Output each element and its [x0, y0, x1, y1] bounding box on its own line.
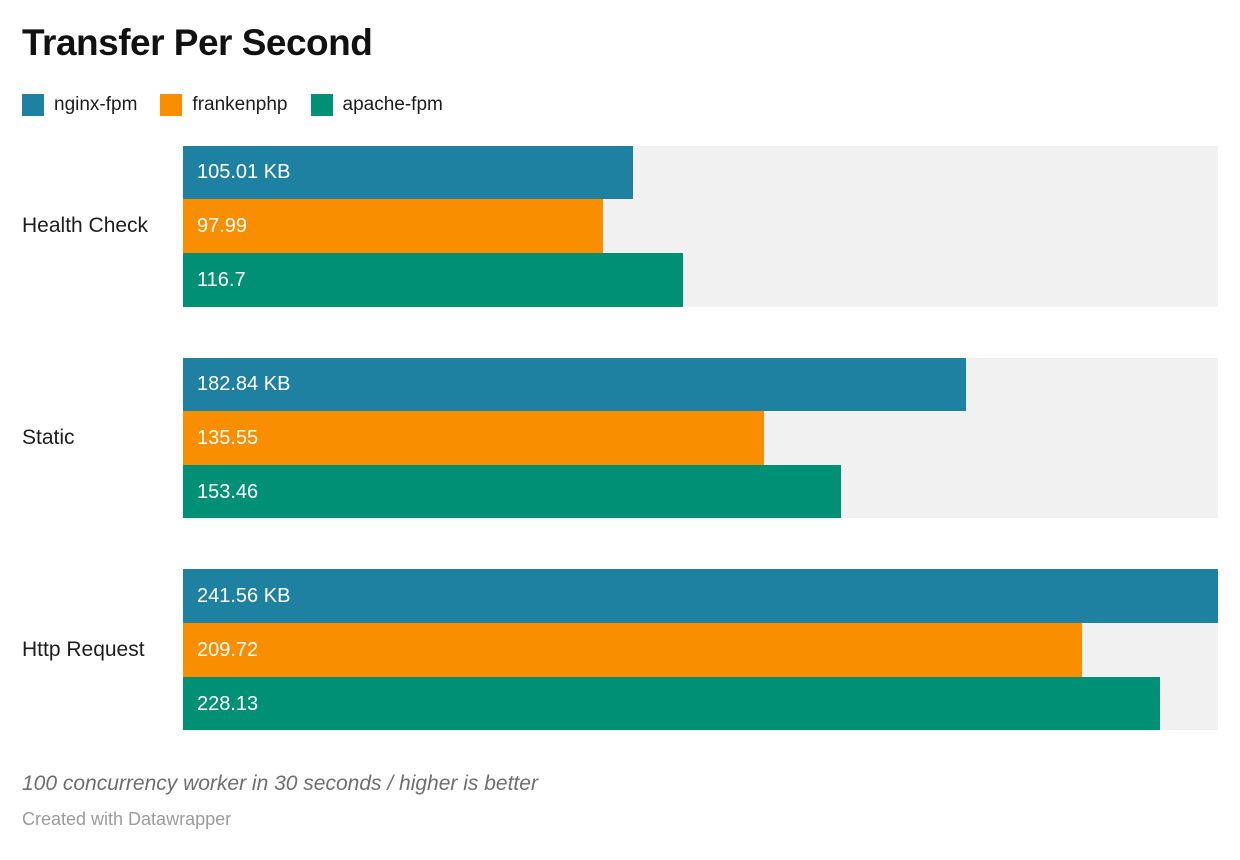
- bar-chart: Health Check 105.01 KB 97.99 116.7 Static 182…: [22, 145, 1218, 731]
- category-group: Health Check 105.01 KB 97.99 116.7: [22, 145, 1218, 307]
- bar-value-label: 182.84 KB: [197, 373, 291, 396]
- legend-item-apache-fpm: apache-fpm: [310, 93, 443, 116]
- category-group: Static 182.84 KB 135.55 153.46: [22, 357, 1218, 519]
- legend-swatch-icon: [310, 93, 333, 116]
- legend-label: frankenphp: [192, 94, 288, 116]
- bar-nginx-fpm: 182.84 KB: [183, 357, 967, 412]
- bar-value-label: 97.99: [197, 215, 248, 238]
- bar-nginx-fpm: 241.56 KB: [183, 569, 1218, 624]
- category-label: Http Request: [22, 637, 145, 661]
- bar-value-label: 116.7: [197, 268, 246, 291]
- category-group: Http Request 241.56 KB 209.72 228.13: [22, 569, 1218, 731]
- legend-label: nginx-fpm: [54, 94, 138, 116]
- legend: nginx-fpm frankenphp apache-fpm: [22, 93, 1218, 116]
- bar-frankenphp: 97.99: [183, 199, 603, 253]
- category-label: Static: [22, 426, 75, 449]
- bar-track: 182.84 KB 135.55 153.46: [183, 357, 1218, 519]
- chart-note: 100 concurrency worker in 30 seconds / h…: [22, 772, 538, 796]
- bar-value-label: 241.56 KB: [197, 585, 291, 608]
- bar-value-label: 153.46: [197, 480, 259, 503]
- bar-value-label: 135.55: [197, 427, 259, 449]
- bar-frankenphp: 209.72: [183, 623, 1082, 677]
- legend-swatch-icon: [160, 93, 183, 116]
- bar-value-label: 209.72: [197, 638, 259, 661]
- bar-apache-fpm: 153.46: [183, 464, 841, 519]
- category-label: Health Check: [22, 214, 149, 238]
- datawrapper-attribution: Created with Datawrapper: [22, 809, 232, 830]
- chart-title: Transfer Per Second: [22, 22, 373, 63]
- bar-nginx-fpm: 105.01 KB: [183, 145, 633, 200]
- bar-apache-fpm: 228.13: [183, 676, 1161, 731]
- bar-value-label: 228.13: [197, 692, 259, 715]
- bar-frankenphp: 135.55: [183, 411, 764, 465]
- bar-value-label: 105.01 KB: [197, 161, 291, 184]
- bar-apache-fpm: 116.7: [183, 252, 684, 307]
- legend-item-nginx-fpm: nginx-fpm: [22, 93, 138, 116]
- bar-track: 241.56 KB 209.72 228.13: [183, 569, 1218, 731]
- legend-item-frankenphp: frankenphp: [160, 93, 288, 116]
- legend-swatch-icon: [22, 93, 44, 116]
- bar-track: 105.01 KB 97.99 116.7: [183, 145, 1218, 307]
- legend-label: apache-fpm: [342, 94, 443, 116]
